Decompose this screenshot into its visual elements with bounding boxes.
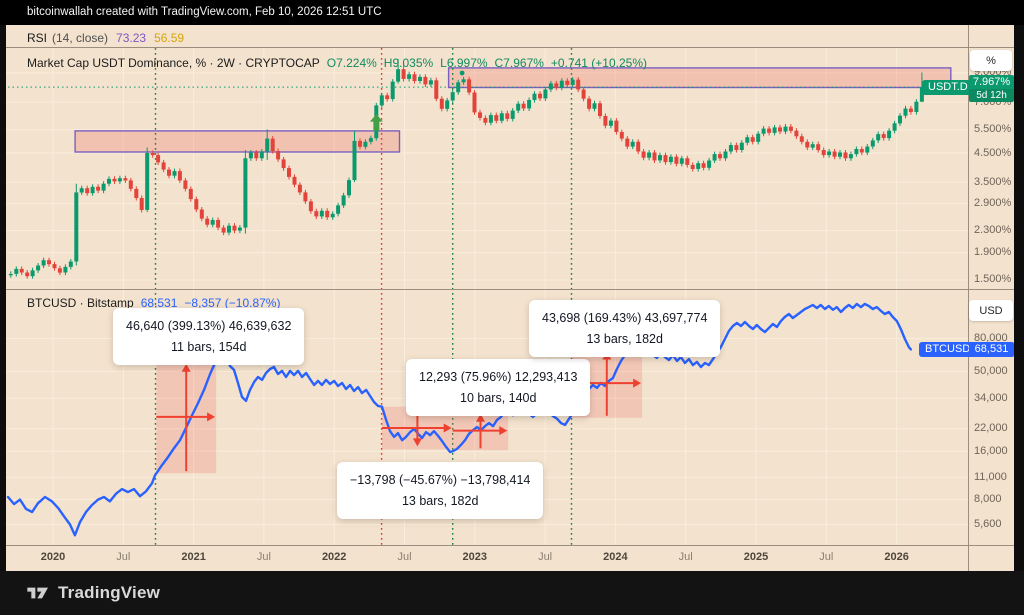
usdtd-ohlc-values: O7.224% H9.035% L6.997% C7.967% +0.741 (+10.… (320, 56, 647, 70)
ohlc-item: O7.224% (326, 56, 377, 70)
range-label-bars: 11 bars, 154d (170, 339, 247, 354)
range-label-values: 43,698 (169.43%) 43,697,774 (542, 311, 708, 325)
tradingview-logo-icon[interactable] (26, 582, 50, 604)
usdtd-countdown: 5d 12h (969, 89, 1014, 102)
y-axis-tick: 3.500% (974, 175, 1012, 188)
btc-price-badge: 68,531 (969, 342, 1014, 357)
y-axis-tick: 1.500% (974, 273, 1012, 286)
btc-last-price: 68,531 (140, 296, 178, 310)
x-axis-tick: 2021 (181, 551, 206, 563)
rsi-value-2: 56.59 (154, 31, 185, 45)
tradingview-brand-text[interactable]: TradingView (58, 583, 161, 602)
usdtd-legend[interactable]: Market Cap USDT Dominance, % · 2W · CRYP… (27, 56, 647, 70)
usdtd-symbol-title: Market Cap USDT Dominance, % · 2W · CRYP… (27, 56, 320, 70)
x-axis-tick: 2023 (462, 551, 488, 563)
y-axis-tick: 2.900% (974, 197, 1012, 210)
ohlc-item: H9.035% (383, 56, 434, 70)
x-axis-tick: Jul (678, 551, 693, 563)
range-label-values: 46,640 (399.13%) 46,639,632 (126, 319, 292, 333)
range-label[interactable]: 46,640 (399.13%) 46,639,632 11 bars, 154d (113, 308, 305, 366)
ohlc-item: C7.967% (494, 56, 544, 70)
rsi-title: RSI (27, 31, 48, 45)
usd-scale-button[interactable]: USD (969, 300, 1013, 321)
attribution-text: bitcoinwallah created with TradingView.c… (27, 6, 382, 18)
x-axis-tick: 2024 (603, 551, 628, 563)
ohlc-item: L6.997% (440, 56, 488, 70)
x-axis-tick: Jul (256, 551, 271, 563)
range-label-bars: 10 bars, 140d (460, 390, 537, 405)
footer-bar: TradingView (0, 571, 1024, 615)
rsi-legend[interactable]: RSI (14, close) 73.23 56.59 (27, 31, 184, 45)
usd-scale-label: USD (979, 304, 1003, 317)
y-axis-tick: 80,000 (974, 332, 1008, 345)
range-label-values: 12,293 (75.96%) 12,293,413 (419, 370, 578, 384)
usdtd-badge-text: USDT.D (928, 81, 968, 93)
btc-symbol-badge: BTCUSD (919, 342, 977, 357)
y-axis-tick: 8,000 (974, 493, 1002, 506)
buy-arrow-marker[interactable] (369, 114, 383, 131)
x-axis-tick: Jul (538, 551, 553, 563)
x-axis-tick: 2026 (884, 551, 909, 563)
percent-scale-button[interactable]: % (970, 50, 1012, 71)
rsi-params: (14, close) (52, 31, 109, 45)
btc-change: −8,357 (−10.87%) (184, 296, 281, 310)
x-axis-tick: 2025 (743, 551, 769, 563)
btc-price-value: 68,531 (969, 342, 1014, 357)
btc-symbol-title: BTCUSD · Bitstamp (27, 296, 134, 310)
y-axis-tick: 22,000 (974, 422, 1008, 435)
y-axis-tick: 16,000 (974, 444, 1008, 457)
zone-box[interactable] (74, 130, 401, 153)
usdtd-price-badge: 7.967% 5d 12h (969, 75, 1014, 102)
y-axis-tick: 11,000 (974, 470, 1007, 483)
range-label-bars: 13 bars, 182d (401, 493, 479, 508)
range-label-bars: 13 bars, 182d (586, 331, 663, 346)
rsi-value-1: 73.23 (116, 31, 147, 45)
ohlc-item: +0.741 (+10.25%) (550, 56, 647, 70)
attribution-bar: bitcoinwallah created with TradingView.c… (0, 0, 1024, 25)
y-axis-tick: 34,000 (974, 391, 1008, 404)
usdtd-symbol-badge: USDT.D (922, 80, 974, 95)
range-label[interactable]: −13,798 (−45.67%) −13,798,414 13 bars, 18… (337, 462, 544, 520)
btc-badge-text: BTCUSD (925, 343, 971, 355)
percent-scale-label: % (986, 54, 996, 67)
y-axis-tick: 5.500% (974, 123, 1012, 136)
y-axis-tick: 5,600 (974, 518, 1002, 531)
y-axis-tick: 2.300% (974, 224, 1012, 237)
pane-separators (6, 25, 1014, 571)
usdtd-price-value: 7.967% (969, 75, 1014, 89)
dot-marker (459, 70, 465, 76)
y-axis-tick: 4.500% (974, 146, 1012, 159)
y-axis-tick: 1.900% (974, 246, 1012, 259)
range-label[interactable]: 43,698 (169.43%) 43,697,774 13 bars, 182d (529, 300, 721, 358)
zone-box[interactable] (447, 67, 952, 89)
x-axis-tick: Jul (819, 551, 834, 563)
range-label-values: −13,798 (−45.67%) −13,798,414 (350, 473, 531, 487)
x-axis-tick: 2020 (40, 551, 66, 563)
x-axis-tick: Jul (397, 551, 412, 563)
btc-legend[interactable]: BTCUSD · Bitstamp 68,531 −8,357 (−10.87%) (27, 296, 280, 310)
y-axis-tick: 50,000 (974, 364, 1008, 377)
x-axis-tick: 2022 (321, 551, 347, 563)
x-axis-tick: Jul (116, 551, 131, 563)
usdtd-candlestick-series[interactable] (8, 59, 924, 279)
range-label[interactable]: 12,293 (75.96%) 12,293,413 10 bars, 140d (406, 359, 591, 417)
